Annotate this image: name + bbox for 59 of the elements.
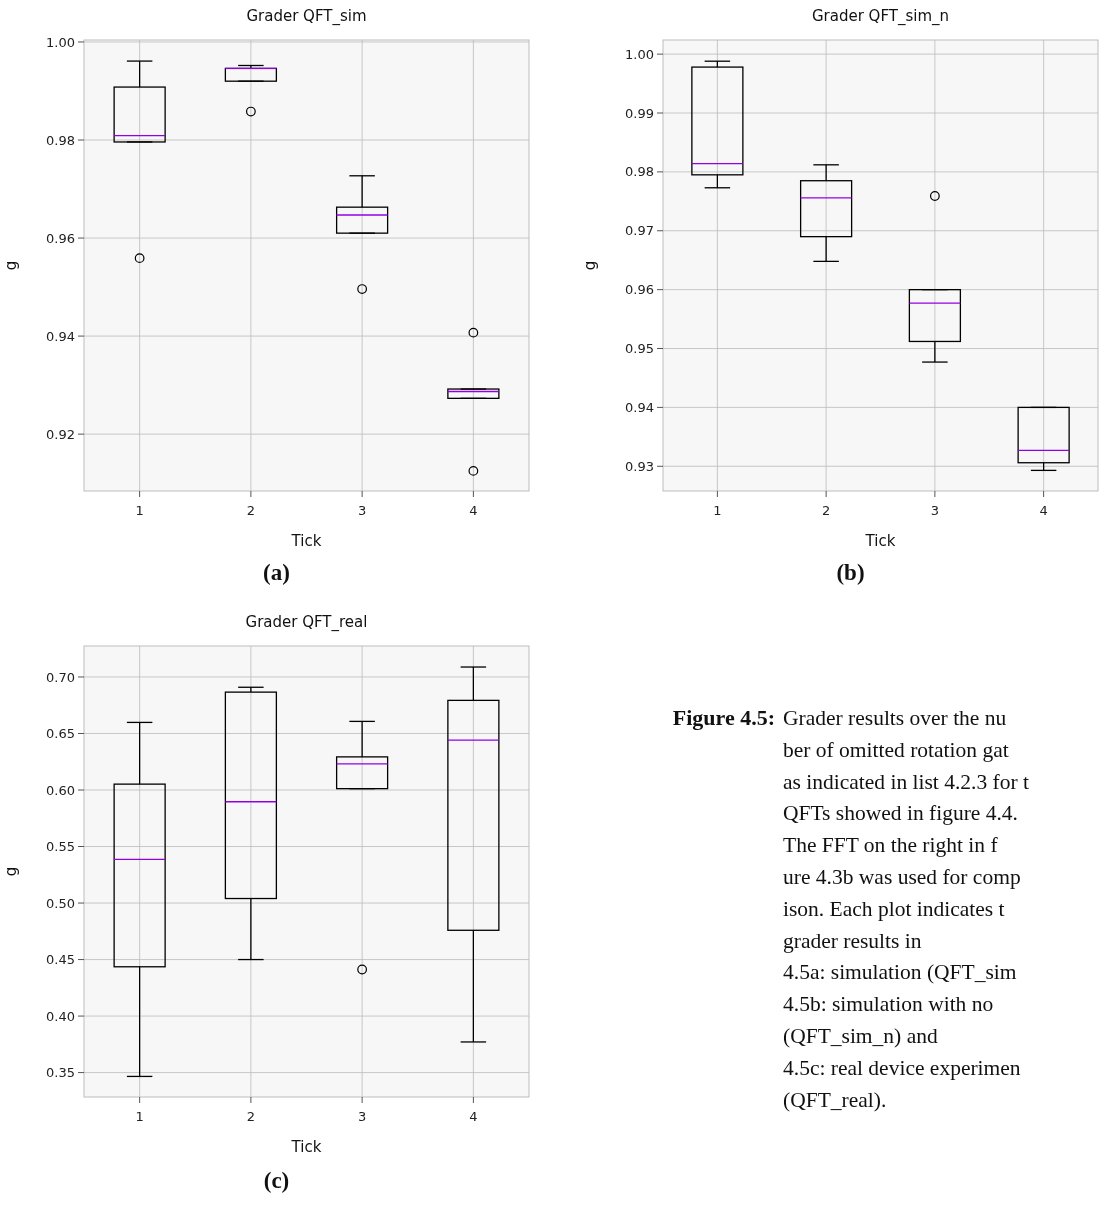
text: (QFT_sim_n) and: [783, 1024, 938, 1048]
text: 4.5b: simulation with no: [783, 992, 994, 1017]
x-tick-label: 4: [1039, 503, 1048, 518]
x-tick-label: 2: [246, 503, 256, 518]
y-tick-label: 0.98: [46, 132, 75, 148]
y-tick-label: 0.45: [46, 952, 75, 968]
y-tick-label: 0.50: [46, 895, 75, 911]
x-tick-label: 3: [930, 503, 940, 518]
y-tick-label: 0.95: [625, 341, 654, 357]
chart-title: Grader QFT_sim: [246, 7, 367, 26]
text: QFTs showed in figure 4.4.: [783, 801, 1018, 826]
y-tick-label: 0.92: [46, 426, 75, 442]
text: 4.5c: real device experimen: [783, 1055, 1021, 1080]
x-tick-label: 2: [821, 503, 831, 518]
chart-title: Grader QFT_sim_n: [811, 7, 950, 26]
x-tick-label: 4: [469, 503, 478, 518]
x-tick-label: 1: [135, 1109, 144, 1124]
y-tick-label: 0.40: [46, 1008, 75, 1024]
x-axis-title: Tick: [290, 1138, 322, 1156]
y-tick-label: 0.98: [625, 164, 654, 180]
x-axis-title: Tick: [290, 532, 322, 550]
x-tick-label: 2: [246, 1109, 256, 1124]
y-tick-label: 0.97: [625, 223, 654, 239]
text: (QFT_real).: [783, 1087, 887, 1112]
y-tick-label: 0.70: [46, 669, 75, 685]
y-axis-title: g: [2, 260, 20, 271]
text: 4.5a: simulation (QFT_sim: [783, 960, 1017, 985]
y-axis-title: g: [581, 260, 599, 271]
x-tick-label: 3: [357, 503, 367, 518]
text: (a): [263, 560, 290, 585]
text: Grader results over the nu: [783, 706, 1007, 730]
y-tick-label: 1.00: [625, 46, 654, 62]
text: ure 4.3b was used for comp: [783, 865, 1021, 889]
x-tick-label: 1: [713, 503, 722, 518]
text: ison. Each plot indicates t: [783, 896, 1005, 921]
x-tick-label: 3: [357, 1109, 367, 1124]
y-tick-label: 1.00: [46, 34, 75, 50]
x-axis-title: Tick: [864, 532, 896, 550]
y-tick-label: 0.93: [625, 458, 654, 474]
chart-title: Grader QFT_real: [245, 613, 368, 632]
y-tick-label: 0.94: [625, 399, 654, 415]
x-tick-label: 1: [135, 503, 144, 518]
x-tick-label: 4: [469, 1109, 478, 1124]
y-tick-label: 0.94: [46, 328, 75, 344]
text: ber of omitted rotation gat: [783, 737, 1009, 762]
y-tick-label: 0.55: [46, 839, 75, 855]
text: (b): [836, 560, 865, 585]
y-tick-label: 0.96: [625, 282, 654, 298]
y-tick-label: 0.60: [46, 782, 75, 798]
y-tick-label: 0.65: [46, 726, 75, 742]
y-tick-label: 0.96: [46, 230, 75, 246]
y-axis-title: g: [2, 866, 20, 877]
text: The FFT on the right in f: [783, 833, 999, 858]
text: (c): [263, 1168, 290, 1193]
text: Figure 4.5:: [672, 705, 775, 730]
text: as indicated in list 4.2.3 for t: [783, 769, 1030, 794]
text: grader results in: [783, 928, 922, 953]
y-tick-label: 0.99: [625, 105, 654, 121]
y-tick-label: 0.35: [46, 1065, 75, 1081]
